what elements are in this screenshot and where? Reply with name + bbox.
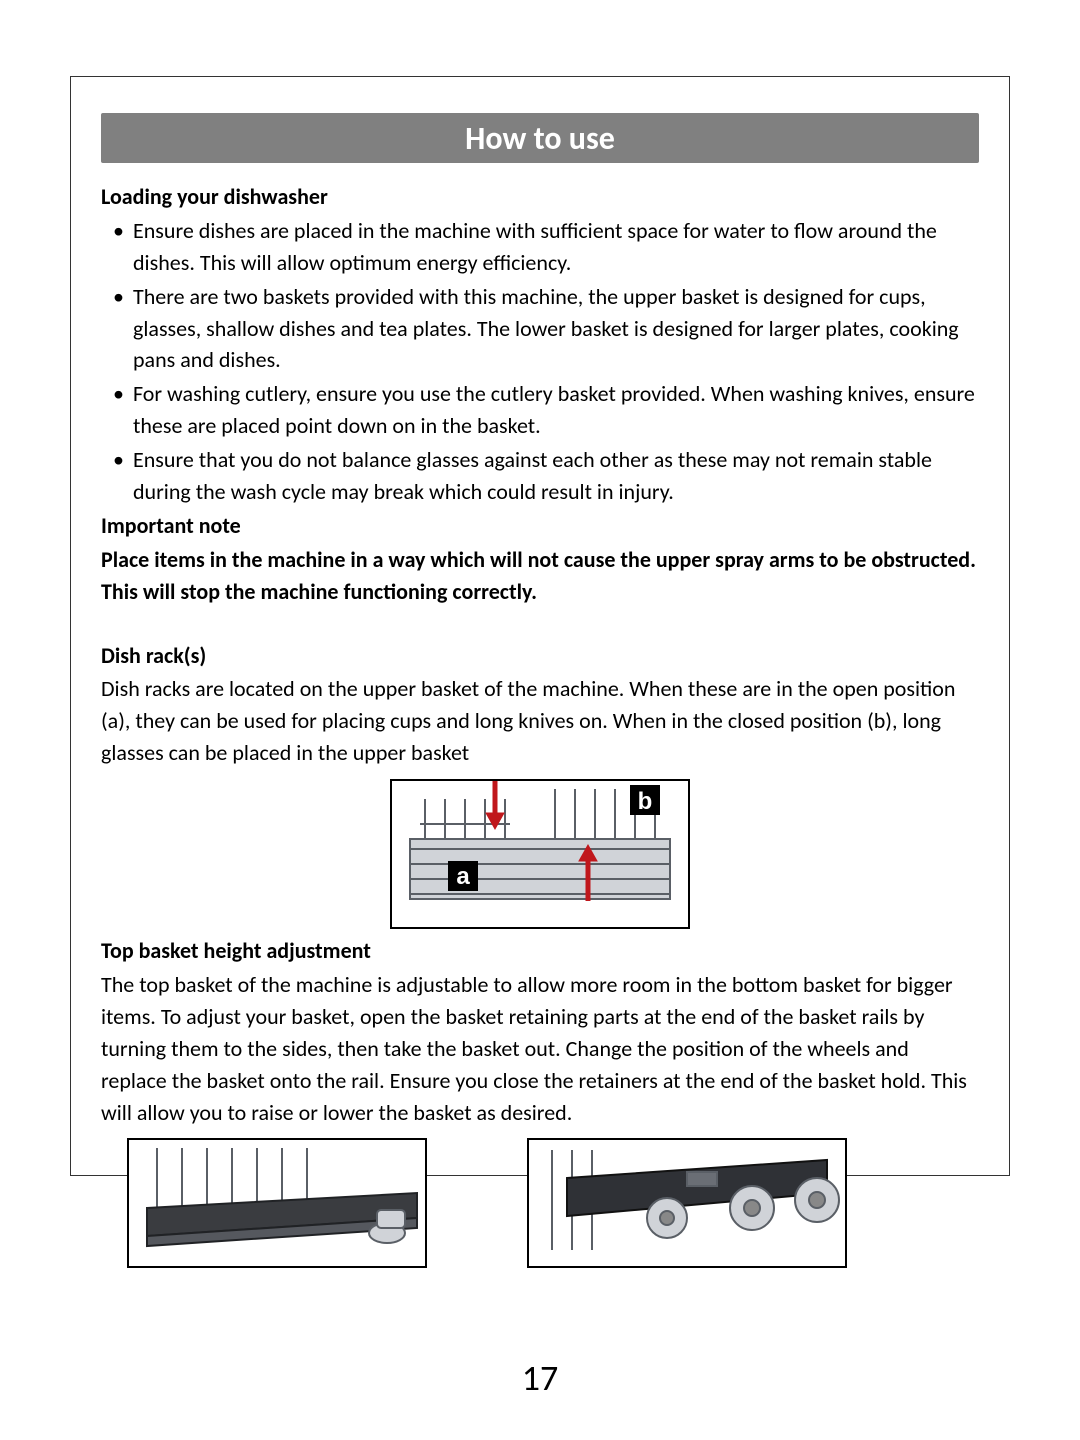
figure-label-a: a xyxy=(456,863,470,890)
page-number: 17 xyxy=(0,1356,1080,1400)
figure-rail-retainer xyxy=(127,1138,427,1268)
page-frame: How to use Loading your dishwasher Ensur… xyxy=(70,76,1010,1176)
bullet-item: For washing cutlery, ensure you use the … xyxy=(101,378,979,442)
figure-rail-wheels xyxy=(527,1138,847,1268)
heading-important-note: Important note xyxy=(101,510,979,542)
page-content: Loading your dishwasher Ensure dishes ar… xyxy=(71,181,1009,1268)
figure-row-basket-adjust xyxy=(101,1138,979,1268)
figure-label-b: b xyxy=(638,788,653,815)
bullet-item: There are two baskets provided with this… xyxy=(101,281,979,377)
section-header-title: How to use xyxy=(465,119,615,158)
heading-dish-racks: Dish rack(s) xyxy=(101,640,979,672)
bullet-item: Ensure dishes are placed in the machine … xyxy=(101,215,979,279)
dish-racks-body: Dish racks are located on the upper bask… xyxy=(101,673,979,769)
section-header-bar: How to use xyxy=(101,113,979,163)
figure-dish-rack: a b xyxy=(101,779,979,929)
heading-loading: Loading your dishwasher xyxy=(101,181,979,213)
heading-top-basket: Top basket height adjustment xyxy=(101,935,979,967)
loading-bullet-list: Ensure dishes are placed in the machine … xyxy=(101,215,979,508)
bullet-item: Ensure that you do not balance glasses a… xyxy=(101,444,979,508)
top-basket-body: The top basket of the machine is adjusta… xyxy=(101,969,979,1128)
important-note-body: Place items in the machine in a way whic… xyxy=(101,544,979,608)
